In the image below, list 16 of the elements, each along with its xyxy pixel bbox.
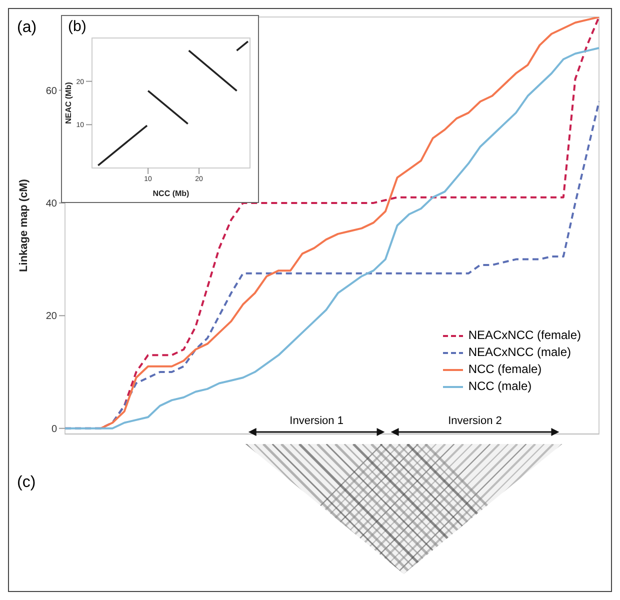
y-tick-label: 40 bbox=[46, 198, 58, 210]
text: (c) bbox=[17, 474, 36, 492]
legend-label: NCC (female) bbox=[468, 361, 542, 378]
y-tick-label: 0 bbox=[51, 424, 58, 435]
y-tick-label: 60 bbox=[46, 86, 58, 97]
legend-label: NEACxNCC (male) bbox=[468, 344, 571, 361]
text: (a) bbox=[17, 19, 37, 37]
x-axis-title: NCC (Mb) bbox=[152, 189, 190, 198]
legend-label: NCC (male) bbox=[468, 378, 532, 395]
annotation: Inversion 1 bbox=[290, 415, 344, 427]
legend-label: NEACxNCC (female) bbox=[468, 327, 581, 344]
annotation: (b) bbox=[68, 18, 86, 35]
y-axis-title: Linkage map (cM) bbox=[18, 178, 30, 272]
y-axis-title: NEAC (Mb) bbox=[64, 82, 73, 124]
annotation: Inversion 2 bbox=[448, 415, 502, 427]
y-tick-label: 20 bbox=[46, 311, 58, 322]
